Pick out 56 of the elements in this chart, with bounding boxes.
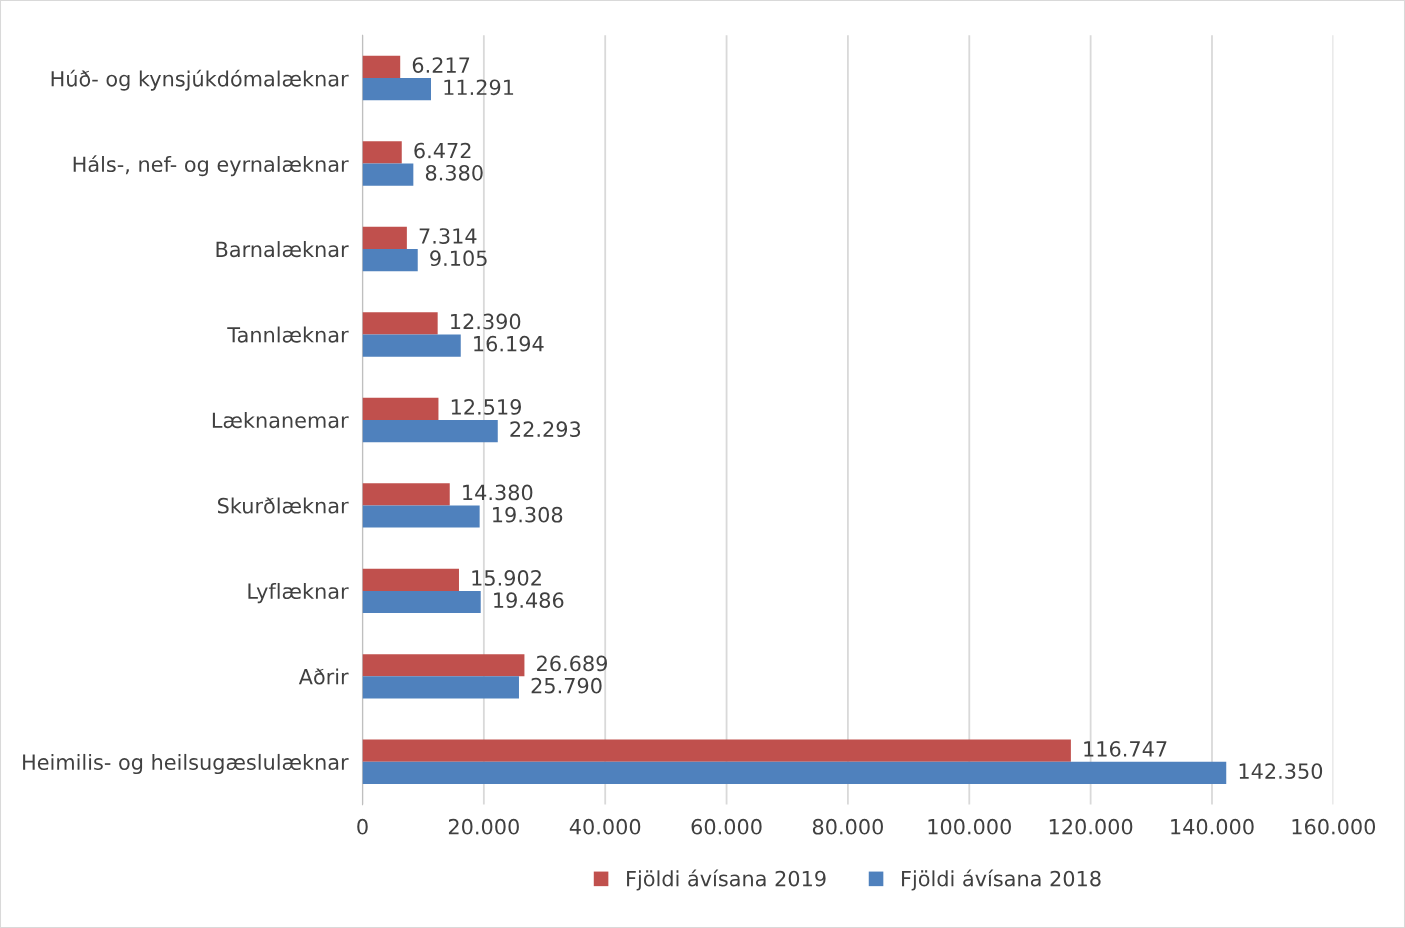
bar: [362, 163, 414, 186]
data-label: 25.790: [531, 677, 602, 694]
y-tick-label: Heimilis- og heilsugæslulæknar: [23, 753, 349, 775]
bar: [362, 312, 438, 335]
y-tick-label: Lyflæknar: [248, 582, 349, 604]
x-tick-label: 40.000: [569, 818, 641, 835]
y-tick-label: Tannlæknar: [227, 326, 349, 343]
x-tick-label: 140.000: [1171, 818, 1254, 835]
data-label: 26.689: [537, 655, 607, 672]
bar: [362, 78, 431, 101]
data-label: 16.194: [474, 335, 544, 352]
legend-label: Fjöldi ávísana 2018: [902, 869, 1101, 891]
bar: [362, 676, 519, 699]
data-label: 142.350: [1239, 763, 1323, 779]
bar: [362, 226, 407, 249]
x-tick-label: 100.000: [928, 818, 1011, 835]
data-label: 14.380: [463, 484, 533, 501]
x-tick-label: 160.000: [1292, 818, 1376, 835]
data-label: 6.472: [414, 142, 471, 159]
bar: [362, 248, 418, 272]
y-tick-label: Aðrir: [298, 668, 349, 685]
bar: [362, 654, 525, 677]
y-tick-label: Barnalæknar: [216, 241, 349, 258]
data-label: 116.747: [1084, 741, 1167, 757]
data-label: 12.390: [451, 313, 521, 330]
y-tick-label: Skurðlæknar: [217, 497, 349, 514]
data-label: 7.314: [419, 228, 477, 244]
bar: [362, 55, 401, 78]
x-tick-label: 80.000: [812, 818, 883, 835]
bar: [362, 334, 461, 357]
data-label: 15.902: [472, 570, 541, 586]
bar: [362, 739, 1071, 762]
data-label: 9.105: [430, 250, 487, 267]
bar: [362, 761, 1227, 785]
data-label: 6.217: [412, 57, 470, 73]
data-label: 19.308: [493, 506, 563, 523]
bar: [362, 505, 480, 528]
data-label: 8.380: [425, 164, 483, 181]
bar: [362, 397, 439, 420]
data-label: 19.486: [494, 592, 564, 609]
data-label: 22.293: [510, 421, 581, 438]
x-tick-label: 120.000: [1049, 818, 1133, 835]
bar: [362, 568, 459, 591]
legend-label: Fjöldi ávísana 2019: [627, 869, 826, 891]
x-tick-label: 60.000: [691, 818, 762, 835]
bar: [362, 590, 481, 614]
data-label: 11.291: [444, 79, 514, 96]
y-tick-label: Háls-, nef- og eyrnalæknar: [73, 155, 349, 177]
x-tick-label: 0: [357, 818, 368, 835]
bar: [362, 419, 498, 443]
y-tick-label: Læknanemar: [212, 412, 349, 429]
bar: [362, 141, 402, 164]
bar: [362, 483, 450, 506]
data-label: 12.519: [451, 399, 521, 415]
x-tick-label: 20.000: [448, 818, 519, 835]
y-tick-label: Húð- og kynsjúkdómalæknar: [51, 69, 349, 91]
